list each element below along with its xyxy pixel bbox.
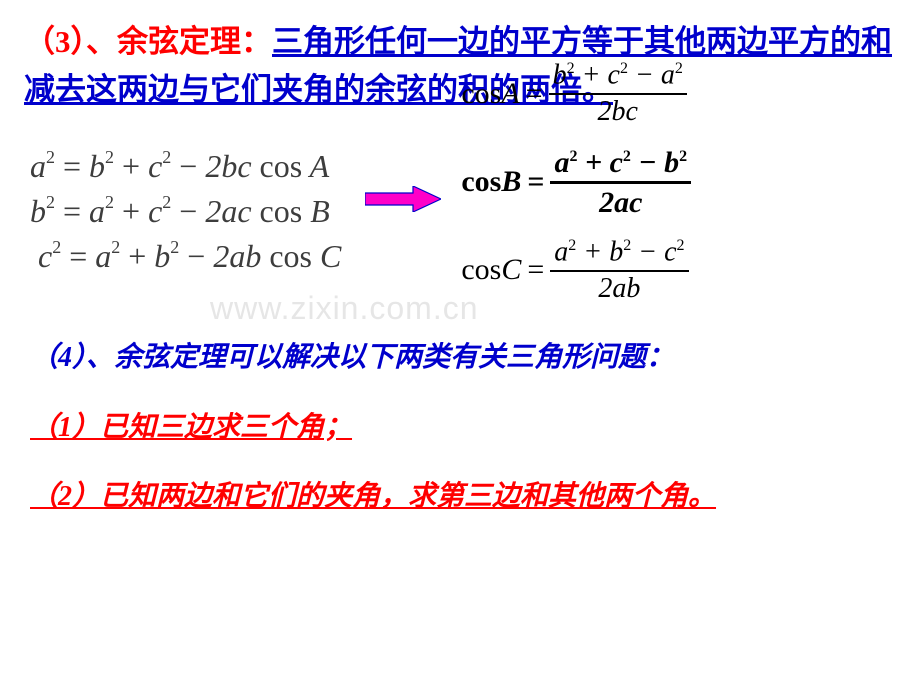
- right-formulas: cosA = b2 + c2 − a2 2bc cosB = a2 + c2 −…: [461, 60, 691, 304]
- formula-c: c2 = a2 + b2 − 2ab cos C: [30, 238, 341, 275]
- list-item-4: （4）、余弦定理可以解决以下两类有关三角形问题：: [30, 338, 896, 377]
- cosC-formula: cosC = a2 + b2 − c2 2ab: [461, 237, 691, 305]
- arrow-icon: [365, 186, 441, 212]
- formula-b: b2 = a2 + c2 − 2ac cos B: [30, 193, 341, 230]
- slide-content: （3）、余弦定理：三角形任何一边的平方等于其他两边平方的和减去这两边与它们夹角的…: [0, 0, 920, 516]
- cosB-formula: cosB = a2 + c2 − b2 2ac: [461, 146, 691, 219]
- cosA-formula: cosA = b2 + c2 − a2 2bc: [461, 60, 691, 128]
- theorem-heading: （3）、余弦定理：三角形任何一边的平方等于其他两边平方的和减去这两边与它们夹角的…: [24, 18, 896, 114]
- left-formulas: a2 = b2 + c2 − 2bc cos A b2 = a2 + c2 − …: [30, 148, 341, 275]
- list-item-2: （2）已知两边和它们的夹角，求第三边和其他两个角。: [30, 477, 896, 516]
- implies-arrow: [365, 186, 441, 212]
- formula-a: a2 = b2 + c2 − 2bc cos A: [30, 148, 341, 185]
- applications-list: （4）、余弦定理可以解决以下两类有关三角形问题： （1）已知三边求三个角； （2…: [24, 338, 896, 516]
- list-item-1: （1）已知三边求三个角；: [30, 408, 896, 447]
- heading-prefix: （3）、余弦定理：: [24, 24, 272, 59]
- formula-row: a2 = b2 + c2 − 2bc cos A b2 = a2 + c2 − …: [24, 118, 896, 304]
